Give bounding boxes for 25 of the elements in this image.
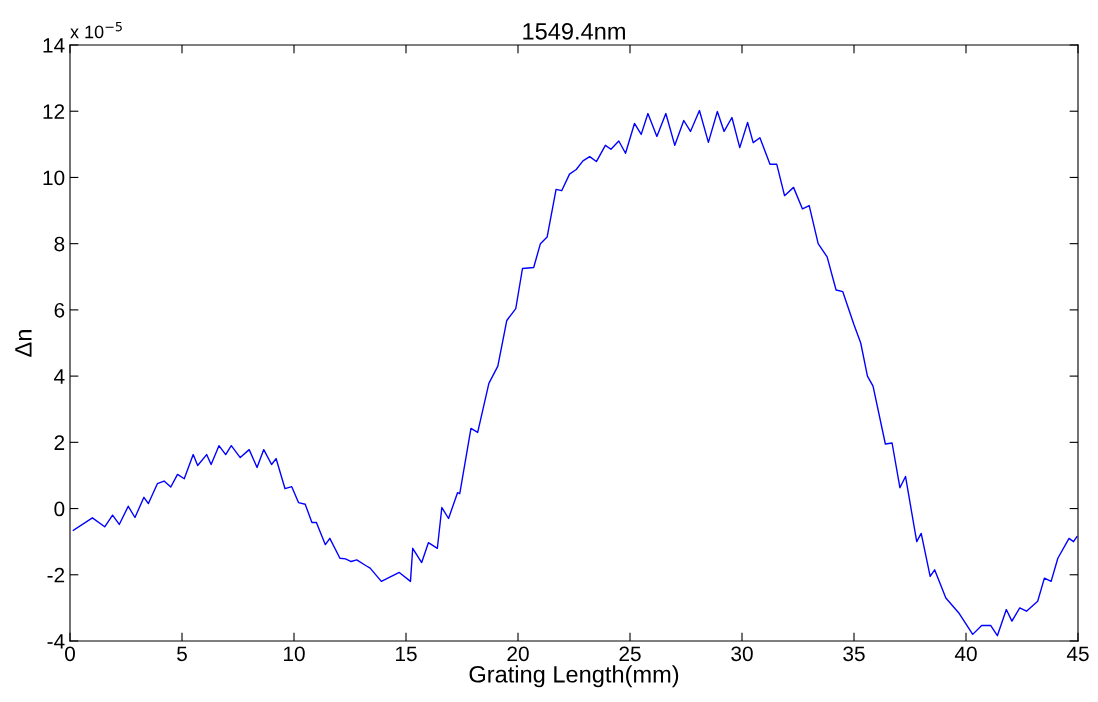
y-tick-label: 12 (43, 104, 65, 119)
y-tick-label: 14 (43, 38, 65, 53)
y-tick-label: 0 (54, 501, 65, 517)
x-axis-title: Grating Length(mm) (469, 665, 679, 688)
x-tick-label: 25 (619, 646, 641, 662)
chart-title: 1549.4nm (523, 22, 625, 40)
x-tick-label: 35 (843, 646, 865, 662)
y-axis-title: Δn (15, 330, 32, 357)
y-tick-label: -2 (47, 567, 65, 583)
x-tick-label: 30 (731, 646, 753, 662)
x-tick-label: 0 (65, 646, 75, 662)
x-tick-label: 10 (284, 646, 305, 662)
x-tick-label: 20 (507, 646, 529, 662)
y-tick-label: -4 (47, 634, 65, 649)
line-series (72, 109, 1078, 637)
text: x 10$^{−5}$ (70, 22, 122, 39)
x-tick-label: 15 (396, 646, 417, 662)
x-tick-label: 45 (1066, 646, 1089, 662)
y-tick-label: 8 (54, 236, 65, 252)
y-tick-label: 6 (54, 302, 65, 318)
y-tick-label: 10 (43, 170, 65, 186)
x-tick-label: 40 (954, 646, 977, 662)
x-tick-label: 5 (177, 646, 187, 662)
y-tick-label: 2 (54, 435, 65, 450)
y-tick-label: 4 (54, 369, 65, 384)
